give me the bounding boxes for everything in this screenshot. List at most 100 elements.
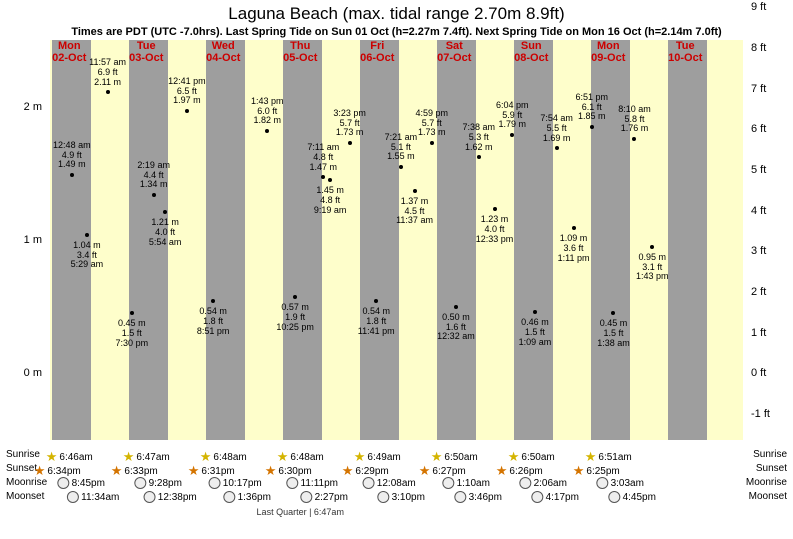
- moon-icon: [520, 477, 532, 489]
- day-header: Mon09-Oct: [583, 40, 633, 64]
- tide-extremum-dot: [348, 141, 352, 145]
- moon-icon: [144, 491, 156, 503]
- tide-extremum-dot: [590, 125, 594, 129]
- footer-moonset-item: 4:17pm: [532, 491, 579, 503]
- daynight-band: [206, 40, 245, 440]
- moon-icon: [135, 477, 147, 489]
- tide-extremum-dot: [293, 295, 297, 299]
- tide-extremum-dot: [106, 90, 110, 94]
- tide-chart-container: Laguna Beach (max. tidal range 2.70m 8.9…: [0, 0, 793, 539]
- footer-row: ★6:46am★6:47am★6:48am★6:48am★6:49am★6:50…: [50, 449, 743, 463]
- day-header: Sun08-Oct: [506, 40, 556, 64]
- tide-extremum-dot: [185, 109, 189, 113]
- footer-moonset-item: 3:46pm: [455, 491, 502, 503]
- tide-extremum-dot: [211, 299, 215, 303]
- tide-extremum-label: 12:41 pm6.5 ft1.97 m: [168, 77, 206, 107]
- y-tick-right: -1 ft: [751, 408, 770, 420]
- astro-time: 6:26pm: [509, 466, 542, 477]
- footer-moonrise-item: 8:45pm: [58, 477, 105, 489]
- tide-extremum-label: 1.21 m4.0 ft5:54 am: [149, 218, 182, 248]
- tide-extremum-dot: [477, 155, 481, 159]
- astro-time: 6:33pm: [124, 466, 157, 477]
- moon-icon: [67, 491, 79, 503]
- footer-moonrise-item: 3:03am: [597, 477, 644, 489]
- tide-extremum-label: 0.54 m1.8 ft11:41 pm: [358, 307, 395, 337]
- footer-row: 11:34am12:38pm1:36pm2:27pm3:10pm3:46pm4:…: [50, 491, 743, 505]
- tide-extremum-label: 1.37 m4.5 ft11:37 am: [396, 197, 433, 227]
- tide-extremum-label: 0.50 m1.6 ft12:32 am: [437, 313, 475, 343]
- footer-row-label: Moonset: [6, 491, 44, 502]
- tide-extremum-label: 6:04 pm5.9 ft1.79 m: [496, 101, 529, 131]
- tide-extremum-dot: [510, 133, 514, 137]
- tide-extremum-dot: [430, 141, 434, 145]
- astro-time: 8:45pm: [72, 478, 105, 489]
- day-header: Sat07-Oct: [429, 40, 479, 64]
- astro-time: 6:48am: [213, 452, 246, 463]
- moon-icon: [363, 477, 375, 489]
- footer-row: 8:45pm9:28pm10:17pm11:11pm12:08am1:10am2…: [50, 477, 743, 491]
- daynight-band: [360, 40, 399, 440]
- tide-extremum-label: 1.45 m4.8 ft9:19 am: [314, 186, 347, 216]
- tide-extremum-label: 8:10 am5.8 ft1.76 m: [618, 105, 651, 135]
- y-axis-right: -1 ft0 ft1 ft2 ft3 ft4 ft5 ft6 ft7 ft8 f…: [743, 40, 793, 440]
- footer-moonset-item: 11:34am: [67, 491, 119, 503]
- y-tick-right: 5 ft: [751, 164, 766, 176]
- astro-time: 12:08am: [377, 478, 416, 489]
- moon-icon: [378, 491, 390, 503]
- tide-extremum-label: 1.04 m3.4 ft5:29 am: [71, 241, 104, 271]
- tide-extremum-label: 7:38 am5.3 ft1.62 m: [462, 123, 495, 153]
- astro-time: 6:48am: [290, 452, 323, 463]
- astro-time: 6:30pm: [278, 466, 311, 477]
- y-tick-right: 4 ft: [751, 205, 766, 217]
- y-tick-right: 0 ft: [751, 367, 766, 379]
- astro-time: 1:10am: [457, 478, 490, 489]
- tide-extremum-dot: [70, 173, 74, 177]
- tide-extremum-label: 3:23 pm5.7 ft1.73 m: [333, 109, 366, 139]
- tide-extremum-dot: [632, 137, 636, 141]
- day-header: Mon02-Oct: [50, 40, 94, 64]
- astro-time: 11:11pm: [301, 478, 338, 489]
- footer-moonrise-item: 2:06am: [520, 477, 567, 489]
- footer-moonset-item: 2:27pm: [301, 491, 348, 503]
- chart-subtitle: Times are PDT (UTC -7.0hrs). Last Spring…: [0, 24, 793, 38]
- moon-icon: [224, 491, 236, 503]
- tide-extremum-dot: [572, 226, 576, 230]
- astro-time: 2:06am: [534, 478, 567, 489]
- astro-time: 6:49am: [367, 452, 400, 463]
- astro-time: 12:38pm: [158, 492, 197, 503]
- day-header: Tue03-Oct: [121, 40, 171, 64]
- footer-row-label: Moonrise: [746, 477, 787, 488]
- moon-icon: [287, 477, 299, 489]
- footer-row-label: Sunrise: [6, 449, 40, 460]
- y-tick-right: 9 ft: [751, 1, 766, 13]
- y-tick-right: 1 ft: [751, 327, 766, 339]
- astro-time: 11:34am: [81, 492, 119, 503]
- footer-moonrise-item: 1:10am: [443, 477, 490, 489]
- tide-extremum-dot: [152, 193, 156, 197]
- astro-time: 6:27pm: [432, 466, 465, 477]
- moon-icon: [597, 477, 609, 489]
- tide-extremum-dot: [399, 165, 403, 169]
- tide-extremum-dot: [413, 189, 417, 193]
- day-header: Thu05-Oct: [275, 40, 325, 64]
- footer-row-label: Sunset: [756, 463, 787, 474]
- tide-extremum-dot: [611, 311, 615, 315]
- y-tick-right: 3 ft: [751, 245, 766, 257]
- moon-icon: [455, 491, 467, 503]
- daynight-band: [630, 40, 668, 440]
- tide-extremum-dot: [328, 178, 332, 182]
- moon-icon: [209, 477, 221, 489]
- astro-time: 2:27pm: [315, 492, 348, 503]
- tide-extremum-label: 0.95 m3.1 ft1:43 pm: [636, 253, 669, 283]
- y-axis-left: 0 m1 m2 m: [0, 40, 50, 440]
- footer-moonrise-item: 9:28pm: [135, 477, 182, 489]
- astro-time: 6:31pm: [201, 466, 234, 477]
- tide-extremum-label: 0.54 m1.8 ft8:51 pm: [197, 307, 230, 337]
- astro-time: 4:45pm: [623, 492, 656, 503]
- tide-extremum-label: 0.57 m1.9 ft10:25 pm: [276, 303, 314, 333]
- tide-extremum-label: 7:21 am5.1 ft1.55 m: [385, 133, 418, 163]
- astro-time: 4:17pm: [546, 492, 579, 503]
- tide-extremum-dot: [650, 245, 654, 249]
- tide-extremum-label: 12:48 am4.9 ft1.49 m: [53, 141, 91, 171]
- daynight-band: [437, 40, 476, 440]
